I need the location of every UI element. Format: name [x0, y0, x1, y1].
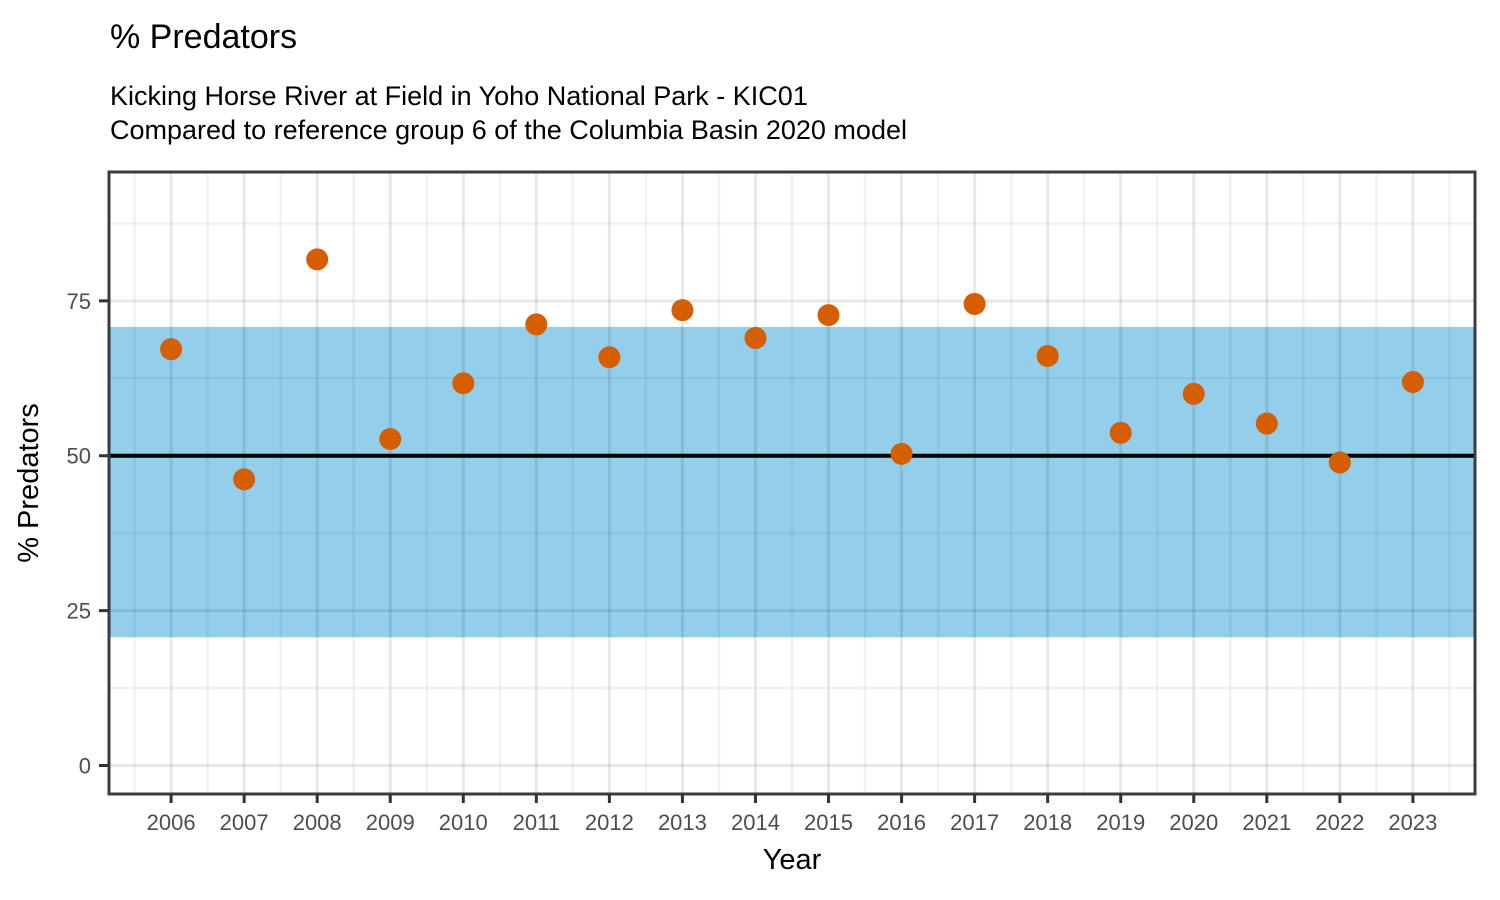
- data-point-2014: [744, 327, 767, 350]
- y-tick-label-25: 25: [67, 599, 91, 624]
- data-point-2007: [233, 468, 256, 491]
- x-tick-label-2010: 2010: [439, 810, 488, 835]
- panel-border: [107, 170, 1477, 796]
- y-tick-label-75: 75: [67, 289, 91, 314]
- data-point-2022: [1328, 451, 1351, 474]
- subtitle-line-2: Compared to reference group 6 of the Col…: [110, 115, 907, 145]
- reference-band: [109, 326, 1475, 638]
- x-tick-label-2021: 2021: [1242, 810, 1291, 835]
- data-point-2010: [452, 372, 475, 395]
- x-tick-label-2018: 2018: [1023, 810, 1072, 835]
- x-tick-label-2020: 2020: [1169, 810, 1218, 835]
- x-tick-label-2008: 2008: [293, 810, 342, 835]
- data-point-2020: [1182, 382, 1205, 405]
- x-tick-label-2012: 2012: [585, 810, 634, 835]
- subtitle-line-1: Kicking Horse River at Field in Yoho Nat…: [110, 81, 808, 111]
- data-point-2015: [817, 304, 840, 327]
- plot-layers: 2006 2007 2008 2009 2010 2011 2012 2013 2014 2015…: [67, 170, 1477, 835]
- data-point-2009: [379, 428, 402, 451]
- x-tick-label-2015: 2015: [804, 810, 853, 835]
- data-point-2008: [306, 248, 329, 271]
- x-tick-label-2013: 2013: [658, 810, 707, 835]
- x-tick-label-2022: 2022: [1315, 810, 1364, 835]
- x-tick-label-2009: 2009: [366, 810, 415, 835]
- data-point-2012: [598, 346, 621, 369]
- x-tick-label-2023: 2023: [1388, 810, 1437, 835]
- data-point-2016: [890, 442, 913, 465]
- y-tick-label-50: 50: [67, 444, 91, 469]
- x-tick-label-2016: 2016: [877, 810, 926, 835]
- data-point-2011: [525, 313, 548, 336]
- chart-subtitle: Kicking Horse River at Field in Yoho Nat…: [110, 79, 907, 147]
- data-point-2021: [1255, 412, 1278, 435]
- data-point-2017: [963, 292, 986, 315]
- data-point-2023: [1401, 371, 1424, 394]
- x-axis-title: Year: [763, 844, 822, 876]
- data-point-2018: [1036, 344, 1059, 367]
- x-tick-label-2017: 2017: [950, 810, 999, 835]
- y-axis-title: % Predators: [13, 403, 45, 563]
- x-tick-label-2019: 2019: [1096, 810, 1145, 835]
- x-tick-label-2007: 2007: [220, 810, 269, 835]
- chart-title: % Predators: [110, 18, 298, 56]
- data-point-2019: [1109, 421, 1132, 444]
- x-tick-label-2006: 2006: [147, 810, 196, 835]
- x-tick-label-2011: 2011: [513, 810, 560, 835]
- y-tick-label-0: 0: [79, 754, 91, 779]
- x-tick-label-2014: 2014: [731, 810, 780, 835]
- data-point-2013: [671, 299, 694, 322]
- data-point-2006: [160, 338, 183, 361]
